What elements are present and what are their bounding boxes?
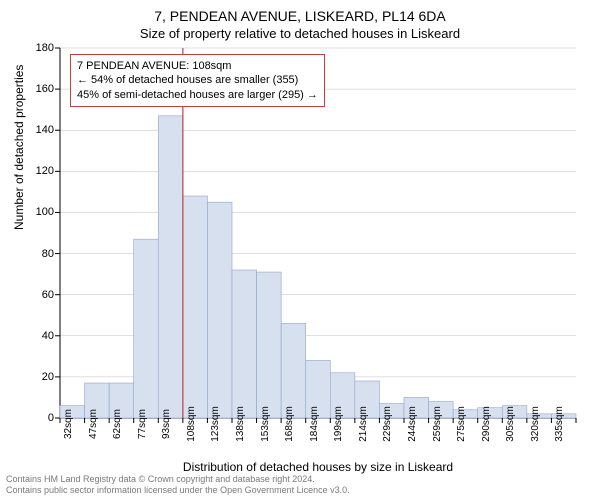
- y-tick-label: 60: [24, 289, 54, 301]
- y-tick-label: 20: [24, 371, 54, 383]
- annotation-line3: 45% of semi-detached houses are larger (…: [77, 88, 318, 102]
- x-tick-label: 335sqm: [554, 406, 565, 442]
- x-tick-label: 108sqm: [186, 406, 197, 442]
- x-tick-label: 138sqm: [235, 406, 246, 442]
- x-axis-label: Distribution of detached houses by size …: [60, 460, 576, 474]
- histogram-bar: [158, 116, 183, 418]
- y-tick-label: 140: [24, 124, 54, 136]
- x-tick-label: 290sqm: [481, 406, 492, 442]
- x-tick-label: 168sqm: [284, 406, 295, 442]
- annotation-line2: ← 54% of detached houses are smaller (35…: [77, 73, 318, 87]
- y-tick-label: 160: [24, 83, 54, 95]
- histogram-bar: [207, 202, 232, 418]
- y-tick-label: 180: [24, 42, 54, 54]
- x-tick-label: 123sqm: [210, 406, 221, 442]
- y-tick-label: 100: [24, 206, 54, 218]
- page-title: 7, PENDEAN AVENUE, LISKEARD, PL14 6DA: [0, 0, 600, 24]
- annotation-box: 7 PENDEAN AVENUE: 108sqm ← 54% of detach…: [70, 54, 325, 107]
- attribution-line1: Contains HM Land Registry data © Crown c…: [6, 474, 350, 485]
- histogram-bar: [183, 196, 208, 418]
- annotation-line1: 7 PENDEAN AVENUE: 108sqm: [77, 59, 318, 73]
- x-tick-label: 77sqm: [137, 409, 148, 439]
- histogram-bar: [232, 270, 257, 418]
- x-tick-label: 199sqm: [333, 406, 344, 442]
- attribution-line2: Contains public sector information licen…: [6, 485, 350, 496]
- histogram-bar: [134, 239, 159, 418]
- y-tick-label: 80: [24, 248, 54, 260]
- x-tick-label: 62sqm: [112, 409, 123, 439]
- attribution-text: Contains HM Land Registry data © Crown c…: [6, 474, 350, 496]
- x-tick-label: 275sqm: [456, 406, 467, 442]
- x-tick-label: 32sqm: [63, 409, 74, 439]
- histogram-bar: [257, 272, 282, 418]
- histogram-bar: [281, 323, 306, 418]
- page-subtitle: Size of property relative to detached ho…: [0, 24, 600, 41]
- x-tick-label: 305sqm: [505, 406, 516, 442]
- x-tick-label: 153sqm: [260, 406, 271, 442]
- chart-plot-area: 7 PENDEAN AVENUE: 108sqm ← 54% of detach…: [60, 48, 576, 418]
- x-tick-label: 320sqm: [530, 406, 541, 442]
- x-tick-label: 93sqm: [161, 409, 172, 439]
- y-tick-label: 40: [24, 330, 54, 342]
- x-tick-label: 47sqm: [88, 409, 99, 439]
- x-tick-label: 259sqm: [432, 406, 443, 442]
- x-tick-label: 244sqm: [407, 406, 418, 442]
- y-tick-label: 0: [24, 412, 54, 424]
- x-tick-label: 229sqm: [382, 406, 393, 442]
- x-tick-label: 184sqm: [309, 406, 320, 442]
- x-tick-label: 214sqm: [358, 406, 369, 442]
- y-tick-label: 120: [24, 165, 54, 177]
